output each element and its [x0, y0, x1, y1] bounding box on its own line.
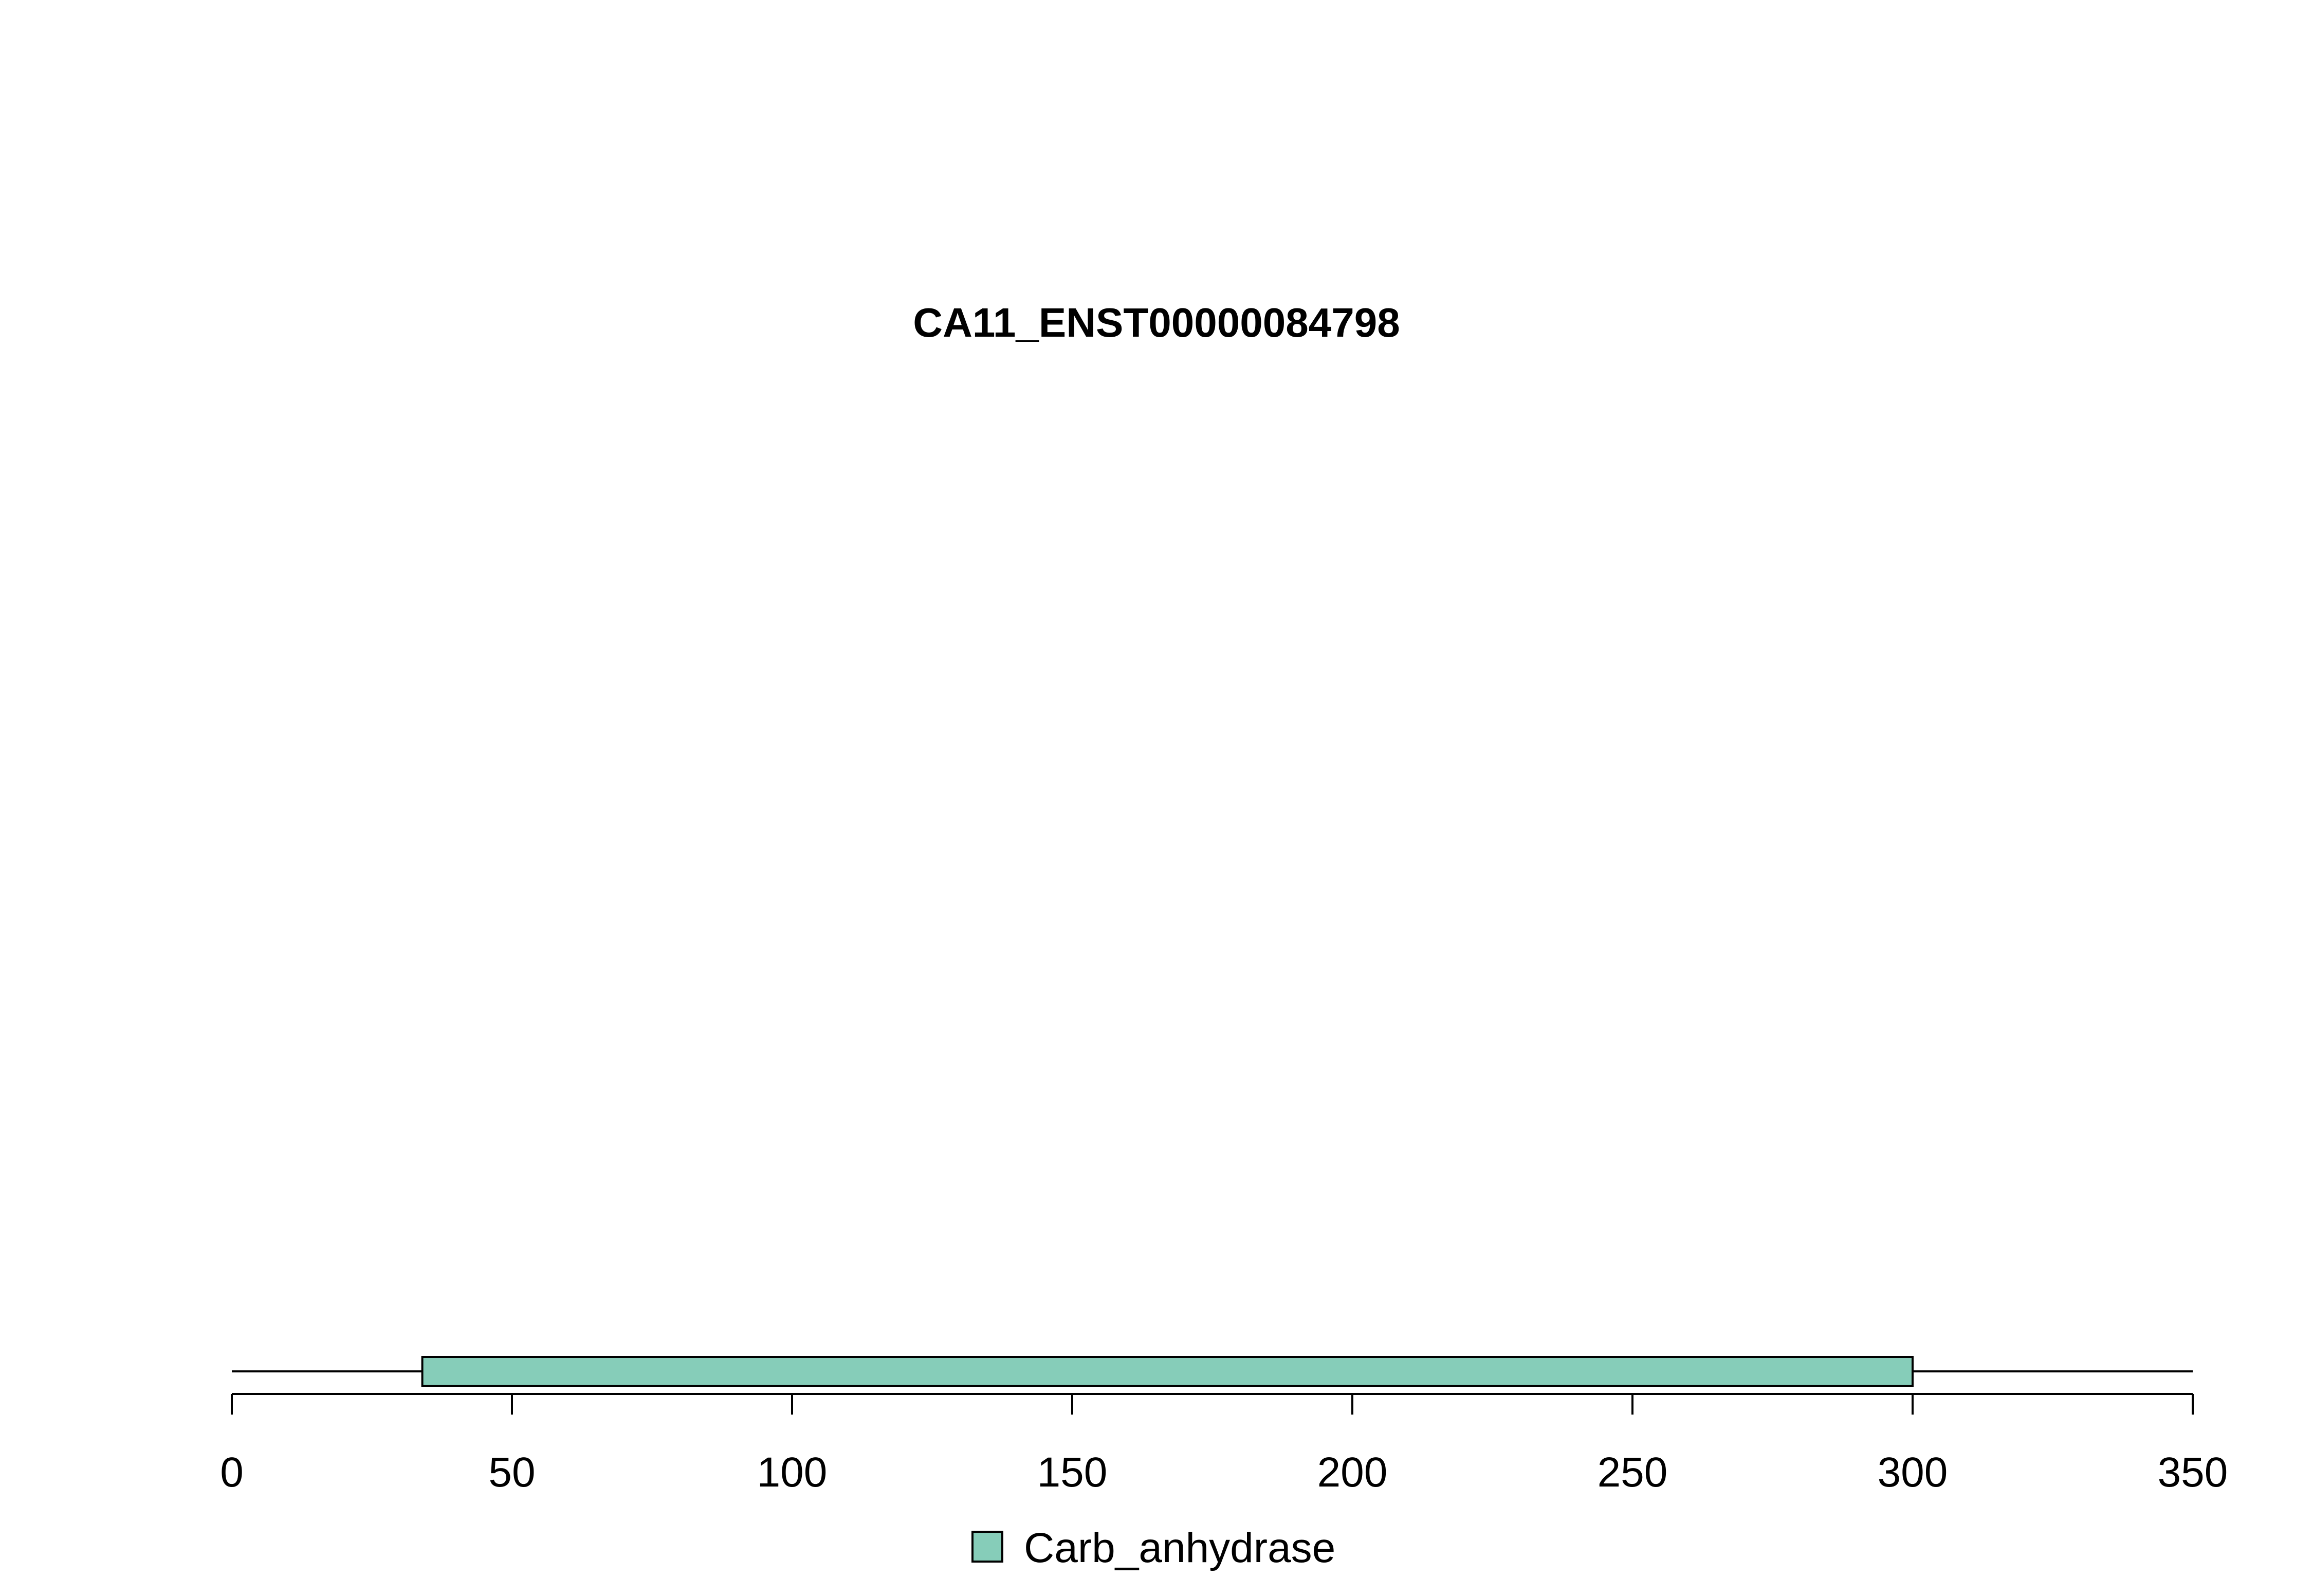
- x-tick-label: 350: [2158, 1449, 2228, 1496]
- legend-swatch: [971, 1531, 1003, 1563]
- x-axis: 0 50 100 150 200 250 300 350: [220, 1393, 2228, 1496]
- legend-label: Carb_anhydrase: [1024, 1525, 1335, 1571]
- x-tick-label: 100: [757, 1449, 828, 1496]
- x-tick-label: 0: [220, 1449, 244, 1496]
- x-tick-label: 50: [488, 1449, 535, 1496]
- domain-box-carb-anhydrase: [421, 1356, 1914, 1387]
- legend: Carb_anhydrase: [971, 1525, 1335, 1571]
- protein-track: [232, 1356, 2193, 1387]
- x-tick-label: 150: [1037, 1449, 1108, 1496]
- x-tick-label: 300: [1878, 1449, 1948, 1496]
- chart-title: CA11_ENST00000084798: [913, 300, 1400, 345]
- x-tick-label: 250: [1598, 1449, 1668, 1496]
- x-tick-label: 200: [1317, 1449, 1388, 1496]
